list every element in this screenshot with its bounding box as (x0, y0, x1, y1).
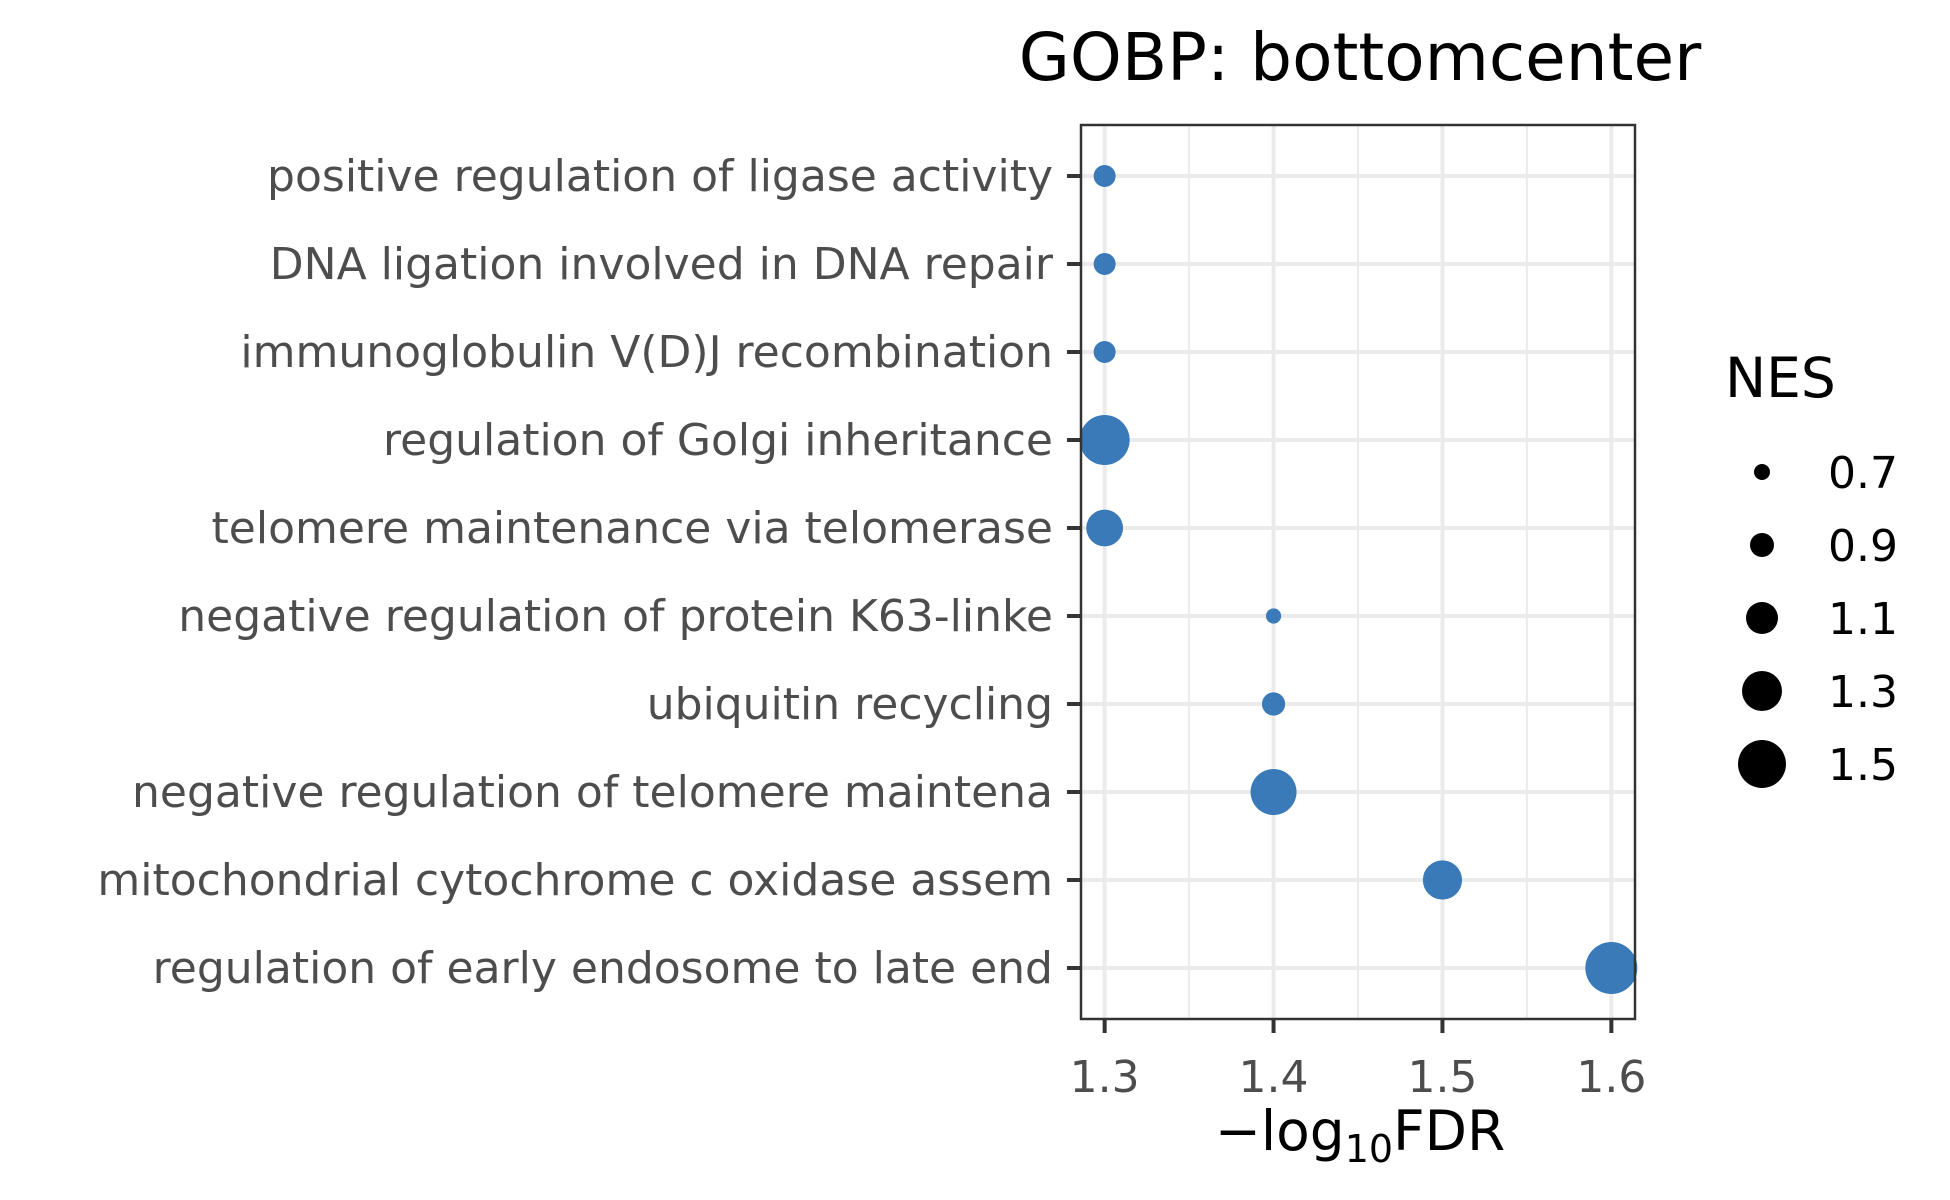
x-axis-label-prefix: −log (1215, 1099, 1345, 1163)
x-tick-label: 1.5 (1407, 1052, 1477, 1103)
legend-title: NES (1725, 346, 1836, 410)
y-tick-label: negative regulation of protein K63-linke (178, 591, 1053, 642)
x-axis-label-suffix: FDR (1393, 1099, 1505, 1163)
y-tick-label: regulation of Golgi inheritance (383, 415, 1053, 466)
x-axis: 1.3 1.4 1.5 1.6 (1070, 1019, 1646, 1103)
data-point (1086, 509, 1124, 547)
legend-key-label: 1.3 (1828, 667, 1898, 718)
grid-lines (1081, 125, 1635, 1019)
x-tick-label: 1.6 (1576, 1052, 1646, 1103)
y-axis: positive regulation of ligase activity DN… (97, 151, 1081, 994)
legend-key-circle (1738, 740, 1786, 788)
x-axis-label-subscript: 10 (1345, 1127, 1393, 1171)
data-point (1093, 253, 1116, 275)
chart-title: GOBP: bottomcenter (1019, 19, 1702, 96)
legend-key-circle (1750, 533, 1774, 557)
y-tick-label: regulation of early endosome to late end (153, 943, 1053, 994)
x-tick-label: 1.4 (1239, 1052, 1309, 1103)
legend-key-circle (1746, 602, 1778, 634)
plot-panel (1079, 123, 1638, 1021)
data-point (1261, 692, 1286, 716)
legend-key-circle (1754, 464, 1770, 480)
legend-items: 0.7 0.9 1.1 1.3 1.5 (1738, 448, 1898, 791)
data-point (1422, 860, 1463, 900)
x-tick-label: 1.3 (1070, 1052, 1140, 1103)
legend-key-circle (1742, 671, 1782, 711)
data-point (1265, 608, 1282, 624)
legend-key-label: 1.5 (1828, 740, 1898, 791)
data-point (1093, 165, 1116, 187)
size-legend: NES 0.7 0.9 1.1 1.3 1.5 (1725, 346, 1898, 791)
y-tick-label: DNA ligation involved in DNA repair (270, 239, 1054, 290)
y-tick-label: telomere maintenance via telomerase (212, 503, 1053, 554)
data-point (1585, 942, 1638, 994)
legend-key-label: 0.7 (1828, 448, 1898, 499)
data-points (1079, 165, 1638, 994)
y-tick-label: positive regulation of ligase activity (267, 151, 1053, 202)
panel-border (1079, 123, 1637, 1021)
data-point (1093, 341, 1116, 363)
legend-key-label: 1.1 (1828, 594, 1898, 645)
y-tick-label: negative regulation of telomere maintena (132, 767, 1053, 818)
data-point (1250, 769, 1297, 815)
x-axis-label: −log10FDR (1215, 1099, 1506, 1171)
y-tick-label: immunoglobulin V(D)J recombination (240, 327, 1053, 378)
data-point (1079, 415, 1130, 465)
y-tick-label: ubiquitin recycling (647, 679, 1053, 730)
y-tick-label: mitochondrial cytochrome c oxidase assem (97, 855, 1053, 906)
legend-key-label: 0.9 (1828, 521, 1898, 572)
